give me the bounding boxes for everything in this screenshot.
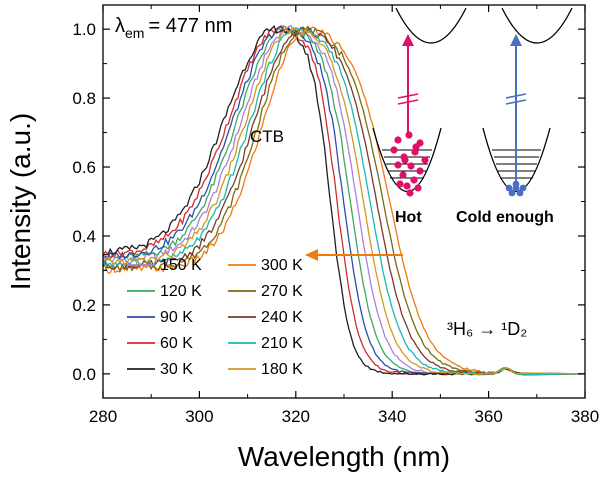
x-tick-label: 360: [474, 407, 502, 426]
legend-label: 240 K: [261, 309, 303, 326]
x-tick-label: 280: [89, 407, 117, 426]
hot-arrow-break: [397, 93, 419, 99]
hot-electron: [416, 167, 424, 175]
energy-schematic: [305, 7, 573, 261]
x-axis-title: Wavelength (nm): [238, 441, 450, 472]
series-line: [102, 25, 586, 376]
y-tick-label: 0.2: [72, 296, 96, 315]
cold-arrow-break: [505, 93, 527, 99]
legend-label: 210 K: [261, 335, 303, 352]
cold-excited-state-curve: [501, 7, 573, 44]
hot-electron: [403, 182, 411, 190]
transition-label: ³H₆ → ¹D₂: [447, 319, 527, 339]
y-tick-label: 0.6: [72, 158, 96, 177]
x-tick-label: 380: [571, 407, 599, 426]
legend-label: 60 K: [160, 335, 193, 352]
annotations-group: λem = 477 nm CTB ³H₆ → ¹D₂ Hot Cold enoug…: [115, 15, 554, 339]
y-tick-label: 0.0: [72, 365, 96, 384]
hot-electron: [412, 143, 420, 151]
y-axis-title: Intensity (a.u.): [5, 113, 36, 290]
hot-electron: [394, 161, 402, 169]
curves-group: [102, 24, 586, 376]
hot-electron: [399, 171, 407, 179]
cold-electron: [516, 189, 524, 197]
cold-electron: [505, 184, 513, 192]
y-tick-label: 1.0: [72, 20, 96, 39]
legend-label: 90 K: [160, 309, 193, 326]
legend-label: 120 K: [160, 283, 202, 300]
y-tick-label: 0.4: [72, 227, 96, 246]
lambda-subscript: em: [125, 25, 144, 41]
hot-excited-state-curve: [395, 7, 467, 44]
cold-electron: [508, 189, 516, 197]
series-line: [102, 24, 586, 376]
y-tick-label: 0.8: [72, 89, 96, 108]
x-tick-label: 340: [378, 407, 406, 426]
lambda-symbol: λ: [115, 15, 125, 37]
series-line: [102, 25, 586, 375]
x-tick-label: 320: [282, 407, 310, 426]
series-line: [102, 24, 586, 376]
hot-electron: [410, 176, 418, 184]
cold-arrow-break: [505, 99, 527, 105]
hot-electron: [407, 162, 415, 170]
hot-electron: [390, 146, 398, 154]
hot-label: Hot: [395, 209, 422, 226]
ctb-label: CTB: [250, 127, 284, 146]
x-tick-label: 300: [185, 407, 213, 426]
lambda-em-label: λem = 477 nm: [115, 15, 232, 41]
legend-label: 30 K: [160, 361, 193, 378]
legend-label: 300 K: [261, 257, 303, 274]
redshift-arrow-head: [305, 249, 318, 261]
legend-label: 180 K: [261, 361, 303, 378]
hot-arrow-head: [402, 34, 414, 46]
lambda-value: = 477 nm: [148, 15, 232, 37]
hot-electron: [414, 184, 422, 192]
hot-electron: [406, 189, 414, 197]
cold-electron: [519, 184, 527, 192]
hot-electron: [421, 156, 429, 164]
legend: 150 K 120 K 90 K 60 K 30 K 300 K 270 K 240 K 210…: [127, 257, 303, 378]
legend-label: 270 K: [261, 283, 303, 300]
axes-group: 280 300 320 340 360 380 0.0 0.2 0.4 0.6 0.8 1.0 Wave…: [5, 5, 599, 472]
hot-arrow-break: [397, 99, 419, 105]
legend-label: 150 K: [160, 257, 202, 274]
hot-electron: [401, 156, 409, 164]
hot-electron: [394, 136, 402, 144]
cold-label: Cold enough: [456, 209, 554, 226]
series-line: [102, 25, 586, 376]
cold-arrow-head: [510, 34, 522, 46]
hot-electron: [396, 180, 404, 188]
